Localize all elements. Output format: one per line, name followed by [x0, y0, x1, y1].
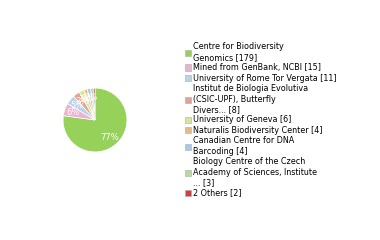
- Text: 2%: 2%: [84, 93, 97, 102]
- Text: 77%: 77%: [101, 133, 119, 142]
- Text: 3%: 3%: [79, 95, 92, 104]
- Wedge shape: [84, 89, 95, 120]
- Text: 6%: 6%: [66, 108, 80, 117]
- Wedge shape: [74, 92, 95, 120]
- Wedge shape: [63, 88, 127, 152]
- Wedge shape: [87, 88, 95, 120]
- Wedge shape: [79, 90, 95, 120]
- Wedge shape: [91, 88, 95, 120]
- Text: 3%: 3%: [75, 97, 88, 106]
- Wedge shape: [68, 96, 95, 120]
- Legend: Centre for Biodiversity
Genomics [179], Mined from GenBank, NCBI [15], Universit: Centre for Biodiversity Genomics [179], …: [185, 42, 337, 198]
- Wedge shape: [63, 103, 95, 120]
- Wedge shape: [93, 88, 95, 120]
- Text: 5%: 5%: [71, 101, 84, 110]
- Text: 2%: 2%: [82, 94, 95, 102]
